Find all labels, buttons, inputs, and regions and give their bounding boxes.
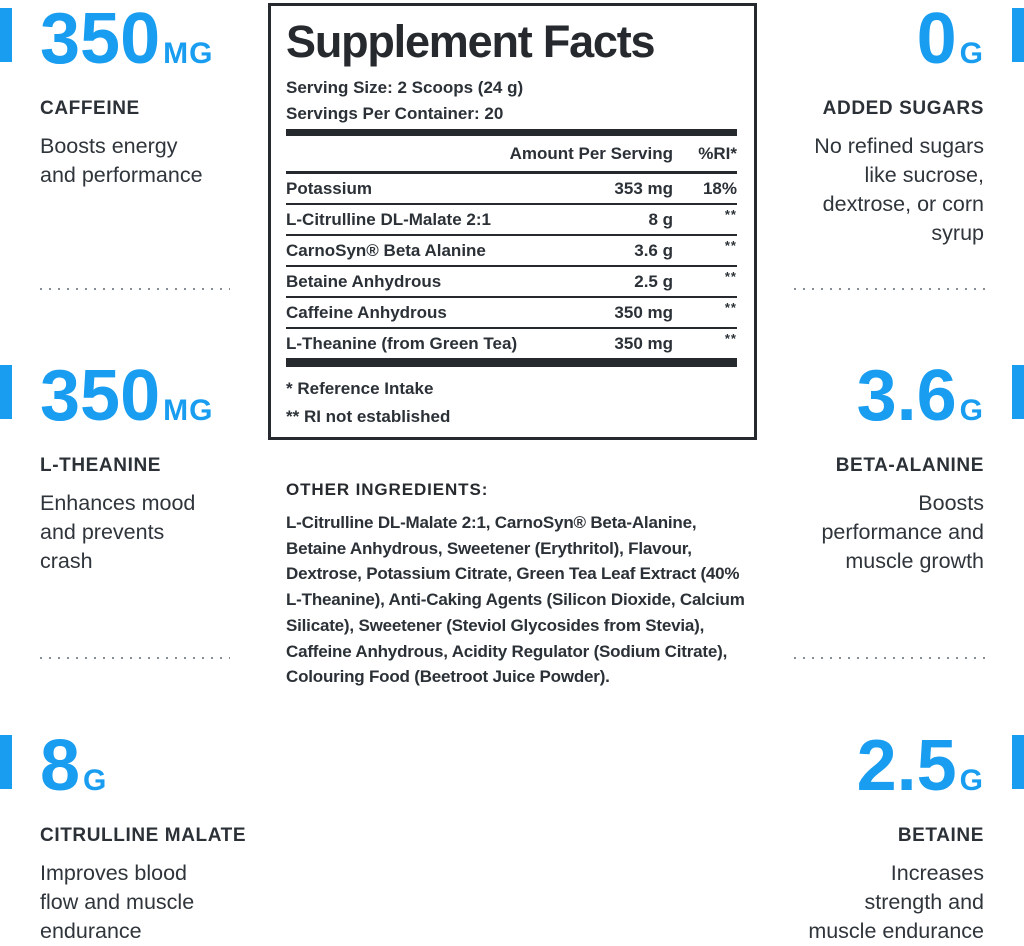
ingredient-ri: ** [724,331,737,346]
ingredient-amount: 353 mg [614,178,673,198]
accent-bar [1012,8,1024,62]
table-row: Caffeine Anhydrous 350 mg ** [286,298,737,329]
stat-label: ADDED SUGARS [822,98,984,119]
column-header-amount: Amount Per Serving [509,144,673,163]
accent-bar [1012,735,1024,789]
stat-value: 2.5 G [768,730,984,819]
stat-description: Boosts performance and muscle growth [821,491,984,573]
ingredient-amount: 350 mg [614,302,673,322]
accent-bar [0,8,12,62]
stat-unit: MG [163,37,214,70]
stat-description: Improves blood flow and muscle endurance [40,861,195,943]
ingredient-ri: 18% [702,178,737,198]
table-header: Amount Per Serving %RI* [286,141,737,167]
ingredient-name: Caffeine Anhydrous [286,302,447,322]
accent-bar [0,735,12,789]
servings-per-container: Servings Per Container: 20 [286,104,504,123]
stat-description: Boosts energy and performance [40,134,203,187]
other-ingredients-heading: OTHER INGREDIENTS: [286,480,489,499]
other-ingredients-section: OTHER INGREDIENTS: L-Citrulline DL-Malat… [286,478,754,690]
ingredient-name: Potassium [286,178,372,198]
stat-unit: MG [163,394,214,427]
stat-value: 350 MG [40,360,256,449]
footnote-reference-intake: * Reference Intake [286,379,434,398]
table-row: Potassium 353 mg 18% [286,174,737,205]
panel-title: Supplement Facts [286,16,656,67]
thick-rule [286,129,737,136]
stat-number: 3.6 [856,356,957,436]
dotted-divider [40,657,230,659]
ingredient-amount: 8 g [648,209,673,229]
stat-value: 350 MG [40,3,256,92]
stat-description: No refined sugars like sucrose, dextrose… [814,134,984,245]
stat-label: L-THEANINE [40,455,162,476]
stat-unit: G [959,394,984,427]
ingredient-name: CarnoSyn® Beta Alanine [286,240,486,260]
stat-number: 0 [916,0,957,79]
ingredient-name: Betaine Anhydrous [286,271,442,291]
stat-label: CITRULLINE MALATE [40,825,247,846]
ingredient-ri: ** [724,207,737,222]
table-row: CarnoSyn® Beta Alanine 3.6 g ** [286,236,737,267]
other-ingredients-text: L-Citrulline DL-Malate 2:1, CarnoSyn® Be… [286,513,745,687]
ingredient-ri: ** [724,300,737,315]
ingredient-name: L-Citrulline DL-Malate 2:1 [286,209,491,229]
stat-number: 8 [40,726,81,806]
stat-label: BETA-ALANINE [835,455,984,476]
footnote-ri-not-established: ** RI not established [286,407,451,426]
ingredient-amount: 2.5 g [634,271,673,291]
thick-rule [286,360,737,367]
dotted-divider [794,657,986,659]
table-row: Betaine Anhydrous 2.5 g ** [286,267,737,298]
mid-rule [286,171,737,174]
dotted-divider [40,288,230,290]
stat-number: 350 [40,0,161,79]
stat-unit: G [83,764,108,797]
dotted-divider [794,288,986,290]
stat-unit: G [959,37,984,70]
column-header-ri: %RI* [698,144,737,163]
ingredient-ri: ** [724,269,737,284]
stat-number: 2.5 [856,726,957,806]
stat-betaine: 2.5 G BETAINE Increases strength and musc… [768,730,1024,946]
ingredient-amount: 350 mg [614,333,673,353]
stat-label: CAFFEINE [40,98,140,119]
ingredient-amount: 3.6 g [634,240,673,260]
stat-l-theanine: 350 MG L-THEANINE Enhances mood and preve… [0,360,256,576]
stat-number: 350 [40,356,161,436]
table-row: L-Citrulline DL-Malate 2:1 8 g ** [286,205,737,236]
accent-bar [0,365,12,419]
ingredient-ri: ** [724,238,737,253]
stat-unit: G [959,764,984,797]
stat-label: BETAINE [897,825,984,846]
supplement-infographic: 350 MG CAFFEINE Boosts energy and perform… [0,3,1024,943]
serving-size: Serving Size: 2 Scoops (24 g) [286,78,524,97]
stat-beta-alanine: 3.6 G BETA-ALANINE Boosts performance and… [768,360,1024,576]
accent-bar [1012,365,1024,419]
stat-value: 3.6 G [768,360,984,449]
ingredient-name: L-Theanine (from Green Tea) [286,333,518,353]
table-row: L-Theanine (from Green Tea) 350 mg ** [286,329,737,360]
stat-caffeine: 350 MG CAFFEINE Boosts energy and perform… [0,3,256,190]
stat-description: Increases strength and muscle endurance [808,861,984,943]
supplement-facts-panel: Supplement Facts Serving Size: 2 Scoops … [268,3,757,440]
stat-description: Enhances mood and prevents crash [40,491,196,573]
